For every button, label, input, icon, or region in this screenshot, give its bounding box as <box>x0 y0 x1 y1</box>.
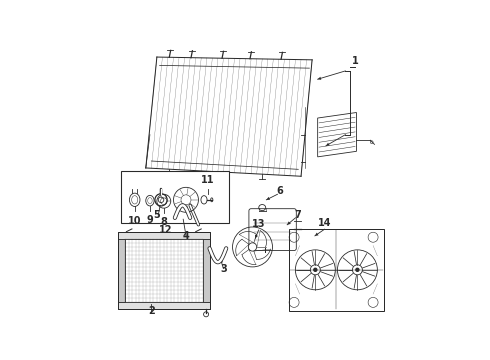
Polygon shape <box>162 208 166 211</box>
Text: 5: 5 <box>153 210 160 220</box>
Text: 2: 2 <box>148 306 155 316</box>
Text: 12: 12 <box>158 225 172 235</box>
Bar <box>118 232 210 309</box>
Bar <box>203 239 210 302</box>
Text: 14: 14 <box>318 218 331 228</box>
Polygon shape <box>220 260 223 263</box>
Polygon shape <box>133 207 136 210</box>
Polygon shape <box>158 205 161 209</box>
Polygon shape <box>182 219 185 223</box>
Circle shape <box>248 243 257 251</box>
Bar <box>118 232 210 239</box>
Polygon shape <box>326 143 330 146</box>
Text: 4: 4 <box>183 231 189 240</box>
Polygon shape <box>318 77 321 80</box>
Polygon shape <box>267 197 270 200</box>
Text: 1: 1 <box>352 56 359 66</box>
Polygon shape <box>206 191 210 194</box>
Bar <box>118 302 210 309</box>
Polygon shape <box>149 304 153 307</box>
Bar <box>289 229 384 311</box>
Polygon shape <box>148 206 151 209</box>
Text: 3: 3 <box>220 264 227 274</box>
Bar <box>121 171 229 223</box>
Polygon shape <box>287 221 291 225</box>
Text: 8: 8 <box>160 217 167 227</box>
Text: 13: 13 <box>252 219 266 229</box>
Circle shape <box>355 267 360 272</box>
Polygon shape <box>315 233 318 236</box>
Bar <box>118 239 125 302</box>
Text: 10: 10 <box>128 216 142 226</box>
Circle shape <box>313 267 318 272</box>
Text: 9: 9 <box>147 215 153 225</box>
Text: 11: 11 <box>201 175 215 185</box>
Text: 6: 6 <box>277 186 284 196</box>
Polygon shape <box>255 235 258 238</box>
Text: 7: 7 <box>295 210 302 220</box>
